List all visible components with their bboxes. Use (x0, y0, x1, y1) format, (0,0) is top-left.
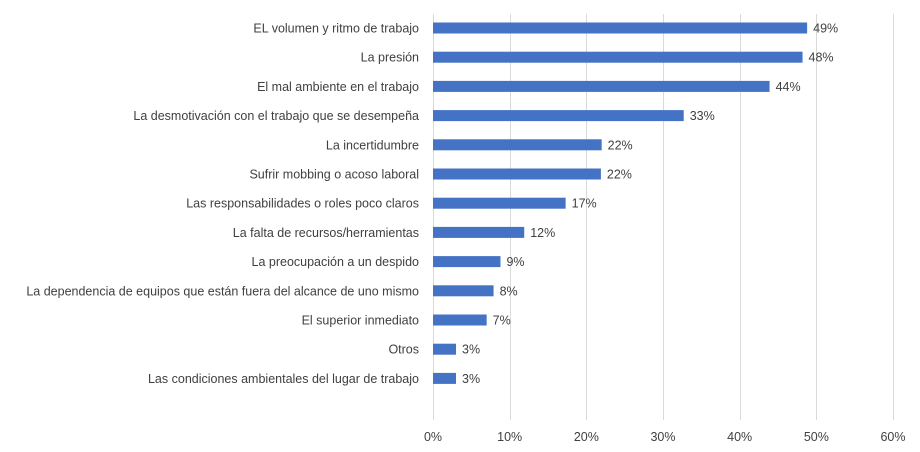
category-label: La incertidumbre (326, 138, 419, 152)
bar (433, 168, 601, 180)
category-label: La dependencia de equipos que están fuer… (26, 284, 419, 298)
x-tick-label: 50% (804, 430, 829, 444)
category-label: El mal ambiente en el trabajo (257, 80, 419, 94)
bar (433, 197, 566, 209)
category-label: Otros (388, 343, 419, 357)
data-label: 3% (462, 372, 480, 386)
category-label: Las condiciones ambientales del lugar de… (148, 372, 419, 386)
category-labels: EL volumen y ritmo de trabajo La presión E… (26, 22, 419, 386)
bar (433, 256, 501, 268)
data-label: 22% (607, 168, 632, 182)
value-labels: 49% 48% 44% 33% 22% 22% 17% 12% 9% 8% 7% 3% 3% (462, 22, 838, 386)
x-tick-label: 60% (880, 430, 905, 444)
data-label: 48% (809, 51, 834, 65)
data-label: 12% (530, 226, 555, 240)
x-tick-label: 20% (574, 430, 599, 444)
data-label: 3% (462, 343, 480, 357)
x-tick-label: 30% (650, 430, 675, 444)
bar (433, 80, 770, 92)
category-label: El superior inmediato (302, 314, 419, 328)
bar (433, 51, 803, 63)
bar (433, 314, 487, 326)
data-label: 9% (506, 255, 524, 269)
category-label: La falta de recursos/herramientas (233, 226, 419, 240)
x-tick-label: 10% (497, 430, 522, 444)
bar (433, 226, 525, 238)
category-label: La preocupación a un despido (252, 255, 420, 269)
bar (433, 22, 808, 34)
data-label: 7% (493, 314, 511, 328)
category-label: La presión (361, 51, 419, 65)
x-tick-label: 0% (424, 430, 442, 444)
data-label: 17% (572, 197, 597, 211)
x-tick-label: 40% (727, 430, 752, 444)
bars (433, 22, 808, 384)
data-label: 22% (608, 138, 633, 152)
category-label: La desmotivación con el trabajo que se d… (133, 109, 419, 123)
data-label: 44% (776, 80, 801, 94)
data-label: 49% (813, 22, 838, 36)
data-label: 8% (500, 284, 518, 298)
gridlines (433, 14, 894, 420)
x-axis-ticks: 0% 10% 20% 30% 40% 50% 60% (424, 430, 906, 444)
category-label: EL volumen y ritmo de trabajo (253, 22, 419, 36)
bar (433, 285, 494, 297)
bar (433, 139, 602, 151)
bar (433, 343, 456, 355)
bar (433, 110, 684, 122)
data-label: 33% (690, 109, 715, 123)
bar (433, 372, 456, 384)
category-label: Las responsabilidades o roles poco claro… (186, 197, 419, 211)
category-label: Sufrir mobbing o acoso laboral (249, 168, 419, 182)
